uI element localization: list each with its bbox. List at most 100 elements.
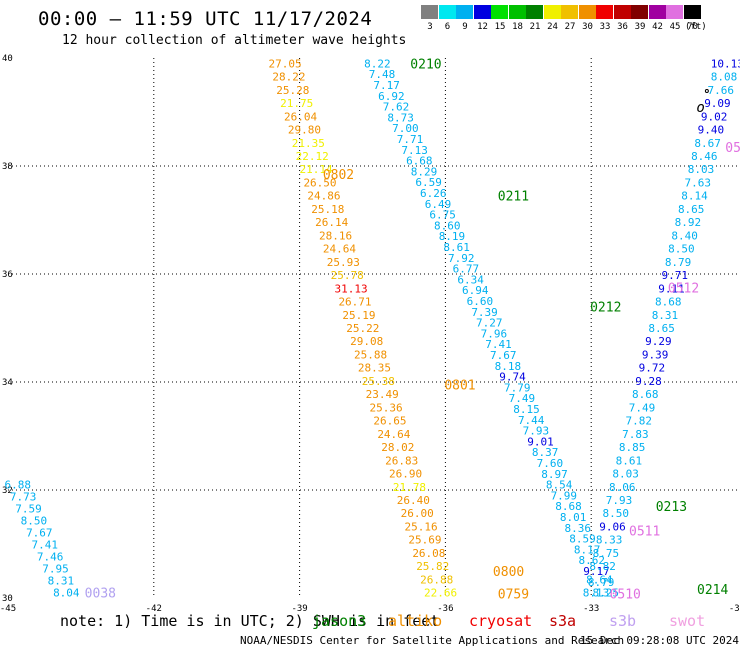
- wave-height-value: 7.49: [509, 392, 536, 405]
- wave-height-value: 8.04: [53, 587, 80, 600]
- wave-height-value: 7.41: [485, 338, 512, 351]
- wave-height-value: 8.50: [602, 507, 629, 520]
- wave-height-value: 8.17: [574, 543, 601, 556]
- wave-height-value: 24.64: [377, 428, 410, 441]
- wave-height-value: 26.14: [315, 216, 348, 229]
- wave-height-value: 7.99: [551, 489, 578, 502]
- wave-height-value: 8.79: [665, 256, 692, 269]
- pass-time-label: 0212: [590, 300, 621, 315]
- page-subtitle: 12 hour collection of altimeter wave hei…: [62, 33, 407, 48]
- track-0210: 8.227.487.176.927.628.737.007.717.136.68…: [364, 57, 619, 599]
- color-swatch-label: 36: [617, 22, 628, 32]
- color-swatch: [438, 5, 456, 19]
- wave-height-value: 26.40: [397, 494, 430, 507]
- pass-time-label: 0759: [498, 588, 529, 603]
- color-swatch-label: 33: [599, 22, 611, 32]
- color-swatch-label: 18: [512, 22, 523, 32]
- y-tick-label: 40: [2, 54, 13, 64]
- color-swatch-label: 27: [564, 22, 576, 32]
- wave-height-value: 8.60: [434, 219, 461, 232]
- wave-height-value: 9.06: [599, 520, 626, 533]
- wave-height-value: 6.59: [415, 176, 442, 189]
- wave-height-value: 8.01: [560, 511, 587, 524]
- wave-height-value: 26.00: [401, 507, 434, 520]
- generated-timestamp: 15 Dec 09:28:08 UTC 2024: [580, 634, 739, 647]
- wave-height-value: 7.73: [10, 491, 37, 504]
- wave-height-value: 6.34: [457, 273, 484, 286]
- wave-height-value: 6.60: [467, 295, 494, 308]
- wave-height-value: 9.74: [499, 371, 526, 384]
- wave-height-value: 8.79: [588, 576, 615, 589]
- pass-time-labels: 0802080108000759021002110212021302140512…: [85, 57, 740, 602]
- x-tick-label: -42: [146, 604, 162, 614]
- wave-height-value: 24.64: [323, 243, 356, 256]
- wave-height-value: 25.82: [416, 560, 449, 573]
- legend-jason3: jason3: [312, 612, 367, 630]
- wave-height-value: 26.88: [420, 573, 453, 586]
- legend-swot: swot: [669, 612, 706, 630]
- wave-height-value: 21.78: [393, 481, 426, 494]
- color-swatch: [526, 5, 543, 19]
- color-swatch: [648, 5, 666, 19]
- wave-height-value: 8.65: [678, 203, 705, 216]
- wave-height-value: 26.65: [373, 415, 406, 428]
- wave-height-value: 8.97: [541, 468, 568, 481]
- wave-height-value: 9.01: [527, 435, 554, 448]
- wave-height-value: 8.08: [711, 71, 738, 84]
- wave-height-value: 7.66: [707, 84, 734, 97]
- y-tick-label: 34: [2, 378, 13, 388]
- wave-height-value: 8.82: [589, 560, 616, 573]
- wave-height-value: 7.67: [490, 349, 517, 362]
- wave-height-value: 9.29: [645, 335, 672, 348]
- pass-time-label: 0038: [85, 587, 116, 602]
- wave-height-value: 7.48: [369, 68, 396, 81]
- color-scale-unit: (ft): [685, 22, 707, 32]
- wave-height-value: 7.46: [37, 551, 64, 564]
- wave-height-value: 8.03: [612, 468, 639, 481]
- wave-height-value: 8.25: [593, 587, 620, 600]
- wave-height-value: 26.90: [389, 468, 422, 481]
- color-swatch-label: 9: [462, 22, 468, 32]
- lat-lon-grid: [8, 58, 737, 598]
- wave-height-value: 8.03: [688, 163, 715, 176]
- wave-height-value: 22.12: [296, 150, 329, 163]
- wave-height-value: 8.73: [387, 111, 414, 124]
- y-tick-label: 32: [2, 486, 13, 496]
- satellite-tracks: 27.0528.2225.2821.7526.0429.8021.3522.12…: [4, 57, 740, 599]
- wave-height-value: 9.17: [583, 565, 610, 578]
- wave-height-value: 7.60: [537, 457, 564, 470]
- wave-height-value: 7.00: [392, 122, 419, 135]
- wave-height-value: 8.92: [675, 216, 702, 229]
- wave-height-value: 8.68: [555, 500, 582, 513]
- y-tick-label: 36: [2, 270, 13, 280]
- wave-height-value: 26.71: [338, 296, 371, 309]
- wave-height-value: 8.50: [668, 243, 695, 256]
- wave-height-value: 26.83: [385, 454, 418, 467]
- wave-height-value: 25.19: [342, 309, 375, 322]
- color-swatch-label: 21: [529, 22, 541, 32]
- pass-time-label: 0512: [668, 282, 699, 297]
- pass-time-label: 0802: [323, 168, 354, 183]
- legend-s3a: s3a: [549, 612, 577, 630]
- wave-height-value: 8.33: [596, 534, 623, 547]
- x-tick-label: -45: [0, 604, 16, 614]
- color-swatch: [491, 5, 508, 19]
- color-swatch-label: 24: [547, 22, 558, 32]
- wave-height-value: 8.67: [694, 137, 721, 150]
- track-0802: 27.0528.2225.2821.7526.0429.8021.3522.12…: [268, 57, 457, 599]
- wave-height-value: 25.22: [346, 322, 379, 335]
- island-outline: o: [696, 100, 704, 116]
- wave-height-value: 9.28: [635, 375, 662, 388]
- x-tick-label: -33: [583, 604, 599, 614]
- wave-height-value: 6.68: [406, 155, 433, 168]
- pass-time-label: 0210: [410, 57, 441, 72]
- wave-height-value: 25.28: [276, 84, 309, 97]
- wave-height-value: 28.35: [358, 362, 391, 375]
- wave-height-value: 25.69: [408, 534, 441, 547]
- color-swatch: [561, 5, 578, 19]
- wave-height-value: 8.68: [655, 296, 682, 309]
- wave-height-value: 7.41: [31, 539, 58, 552]
- pass-time-label: 0213: [656, 500, 687, 515]
- wave-height-value: 7.49: [629, 401, 656, 414]
